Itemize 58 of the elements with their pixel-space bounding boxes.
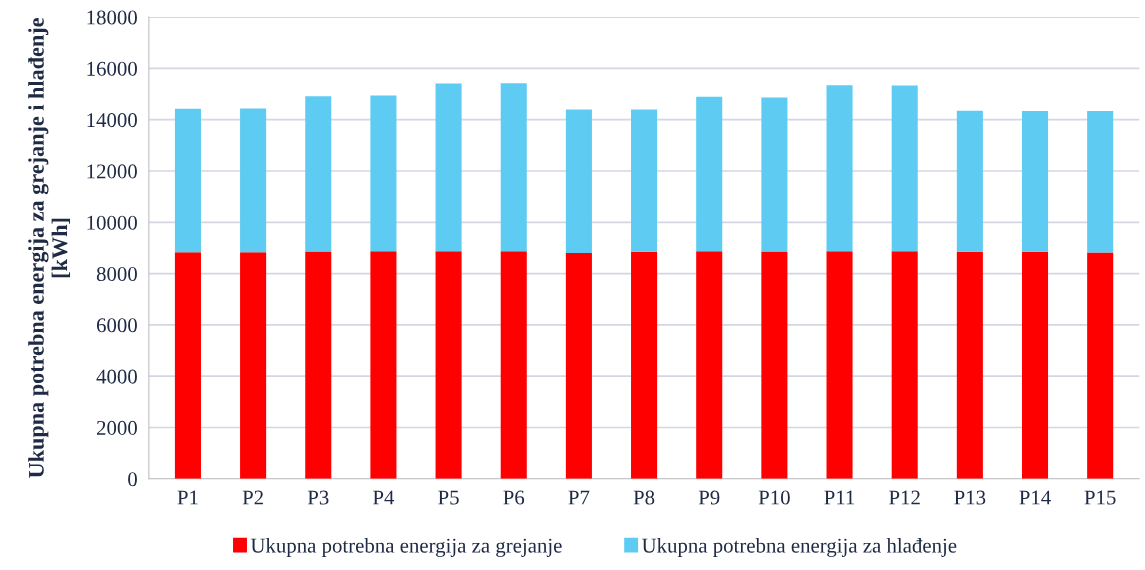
x-tick-label: P7 — [568, 490, 590, 505]
bar — [956, 110, 983, 252]
bar — [631, 109, 658, 252]
bar — [240, 252, 267, 479]
bar — [631, 251, 658, 479]
bar — [174, 108, 201, 253]
x-tick-label: P15 — [1084, 490, 1116, 505]
y-tick-label: 14000 — [87, 113, 137, 128]
bar — [761, 97, 788, 252]
bar — [696, 96, 723, 252]
bar — [826, 85, 853, 252]
x-tick-label: P4 — [373, 490, 395, 505]
x-tick-label: P14 — [1019, 490, 1051, 505]
x-tick-label: P2 — [242, 490, 263, 505]
bar — [761, 251, 788, 479]
bar — [696, 251, 723, 479]
bar — [500, 251, 527, 479]
x-tick-label: P3 — [307, 490, 329, 505]
x-tick-label: P6 — [503, 490, 525, 505]
y-tick-label: 12000 — [87, 164, 137, 179]
bar — [435, 83, 462, 252]
y-tick-label: 6000 — [96, 318, 137, 333]
legend-label: Ukupna potrebna energija za hlađenje — [642, 538, 957, 557]
bar — [370, 251, 397, 479]
bar — [240, 108, 267, 253]
bar — [891, 251, 918, 479]
y-tick-label: 16000 — [87, 61, 137, 76]
y-tick-label: 4000 — [96, 369, 137, 384]
x-tick-label: P11 — [824, 490, 855, 505]
y-tick-label: 10000 — [87, 215, 137, 230]
bar — [826, 251, 853, 479]
bar — [1087, 110, 1114, 253]
x-tick-label: P1 — [177, 490, 198, 505]
bar — [1021, 251, 1049, 479]
y-axis-title: Ukupna potrebna energija za grejanje i hlađenje [kWh] — [28, 18, 71, 478]
bar — [435, 251, 462, 479]
bar — [565, 109, 592, 254]
x-tick-label: P9 — [698, 490, 720, 505]
y-tick-label: 0 — [128, 472, 137, 487]
x-tick-label: P13 — [954, 490, 986, 505]
y-tick-label: 8000 — [96, 266, 137, 282]
legend-label: Ukupna potrebna energija za grejanje — [250, 538, 562, 557]
bar — [565, 253, 592, 479]
bar — [174, 252, 201, 479]
bar — [500, 83, 527, 252]
bar — [305, 96, 332, 252]
bar — [370, 95, 397, 252]
x-tick-label: P5 — [438, 490, 459, 505]
x-tick-label: P12 — [889, 490, 920, 505]
x-tick-label: P10 — [758, 490, 790, 505]
bar — [1087, 252, 1114, 479]
bar — [305, 251, 332, 479]
x-tick-label: P8 — [633, 490, 655, 505]
y-tick-label: 18000 — [87, 10, 137, 25]
bar — [956, 251, 983, 479]
bar — [891, 85, 918, 252]
y-tick-label: 2000 — [96, 420, 137, 435]
bar — [1021, 110, 1049, 252]
